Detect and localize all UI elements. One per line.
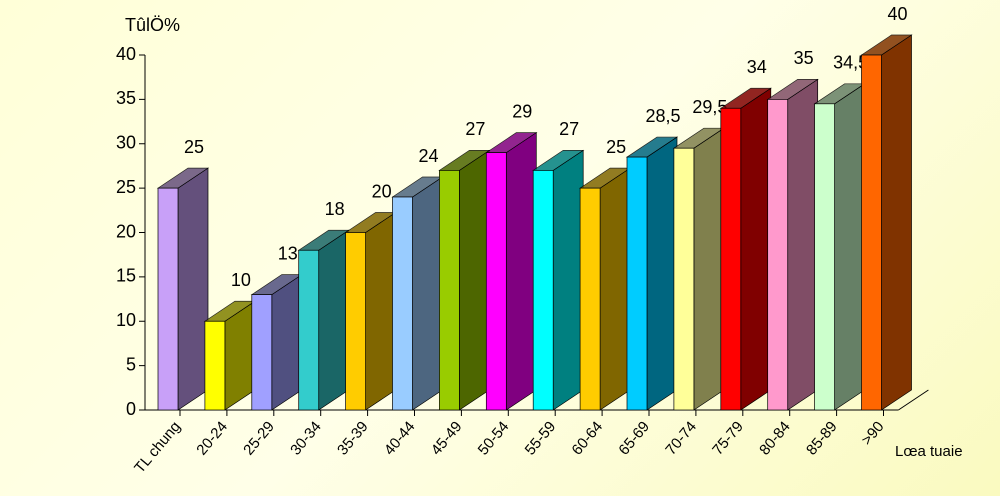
value-label: 29 [512,101,532,121]
x-tick-label: 85-89 [803,418,841,458]
x-tick-label: 20-24 [193,418,231,458]
value-label: 28,5 [645,106,680,126]
value-label: 27 [465,119,485,139]
bar-front [626,156,648,411]
bar-front [673,147,695,411]
bar-front [485,152,507,411]
x-tick-label: >90 [858,418,887,448]
value-label: 40 [887,4,907,24]
value-label: 24 [418,146,438,166]
bar-side [505,131,537,411]
bar [578,167,632,411]
value-label: 25 [606,137,626,157]
bar-front [439,170,460,411]
bar-side [271,273,303,411]
y-tick-label: 25 [116,177,136,197]
bar-front [204,320,226,411]
bar [250,273,303,411]
bar [625,136,679,411]
x-tick-label: 40-44 [381,418,419,458]
bar-front [814,103,835,411]
bar-front [251,294,273,411]
bar-front [298,249,320,411]
x-tick-label: 50-54 [475,418,513,458]
bar [297,229,350,411]
value-label: 27 [559,119,579,139]
bar-front [392,196,413,411]
value-label: 10 [231,270,251,290]
value-label: 18 [325,199,345,219]
x-tick-label: 25-29 [240,418,278,458]
bar-side [459,149,490,411]
x-tick-label: 55-59 [522,418,560,458]
bar-front [345,232,366,411]
bar [203,300,257,411]
bar [438,149,491,411]
bar [532,149,585,411]
bar [672,127,726,411]
x-tick-label: 45-49 [428,418,466,458]
y-tick-label: 10 [116,310,136,330]
x-tick-label: 65-69 [615,418,653,458]
bar-side [881,34,912,411]
y-tick-label: 30 [116,133,136,153]
y-tick-label: 15 [116,266,136,286]
value-label: 13 [278,243,298,263]
bar [485,131,538,411]
x-tick-label: 30-34 [287,418,325,458]
bar [391,176,444,411]
value-label: 25 [184,137,204,157]
bar-side [834,83,865,411]
bar-side [599,167,631,411]
x-tick-label: TL chung [131,418,184,476]
bar-front [157,187,179,411]
x-tick-label: 75-79 [709,418,747,458]
y-tick-label: 5 [126,354,136,374]
bar-side [365,211,396,411]
bar [813,83,866,411]
bar-side [318,229,350,411]
bar-side [693,127,725,411]
y-tick-label: 20 [116,221,136,241]
x-axis-label: Lœa tuaie [895,443,963,460]
bar-front [767,99,789,411]
bar [156,167,210,411]
bar-front [532,170,554,411]
value-label: 20 [372,181,392,201]
bar-front [579,187,601,411]
value-label: 34,5 [833,53,868,73]
y-tick-label: 0 [126,399,136,419]
y-tick-label: 35 [116,88,136,108]
bar-side [740,87,772,411]
value-label: 34 [747,57,767,77]
bar-side [787,78,819,411]
bar [719,87,772,411]
bar [344,211,397,411]
bar-side [177,167,209,411]
value-label: 35 [794,48,814,68]
floor-edge [898,389,929,411]
x-tick-label: 60-64 [569,418,607,458]
x-tick-label: 70-74 [662,418,700,458]
bar [860,34,913,411]
bar-front [861,54,882,411]
x-tick-label: 80-84 [756,418,794,458]
y-axis-label: TûlÖ% [125,15,180,35]
y-tick-label: 40 [116,44,136,64]
bar-side [552,149,584,411]
value-label: 29,5 [692,97,727,117]
bar [766,78,819,411]
x-tick-label: 35-39 [334,418,372,458]
bar-side [412,176,443,411]
bar-side [646,136,678,411]
bar-front [720,107,742,411]
